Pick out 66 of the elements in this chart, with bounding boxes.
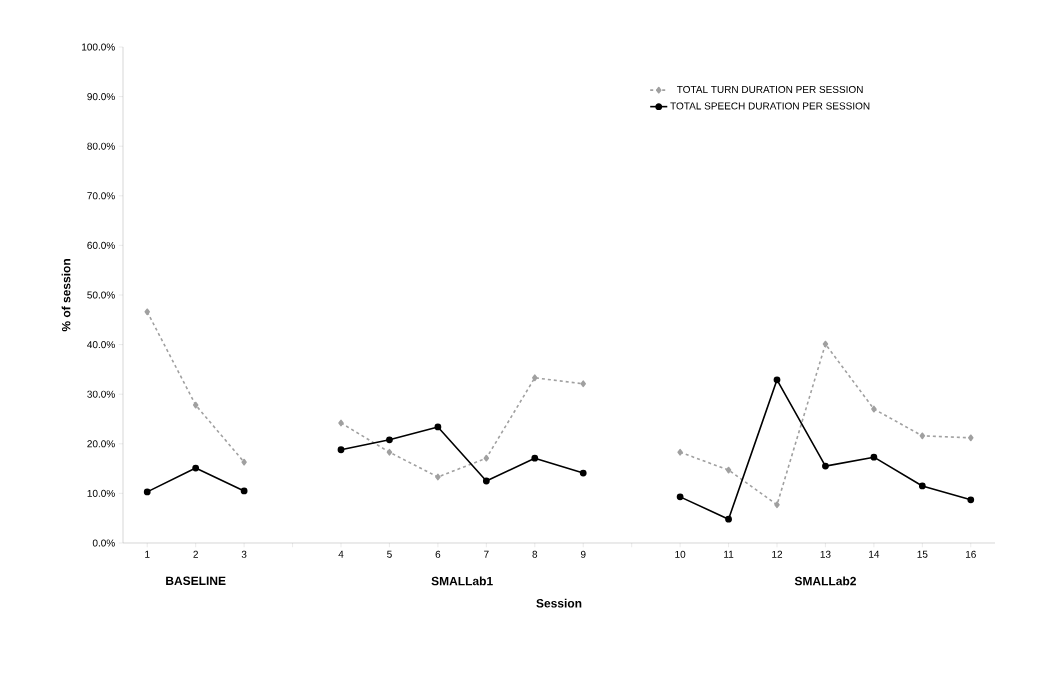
point (144, 308, 150, 316)
point (968, 434, 974, 442)
point (434, 423, 442, 431)
point (967, 496, 975, 504)
point (676, 493, 684, 501)
point (386, 436, 393, 444)
x-tick-label: 11 (724, 550, 734, 558)
point (337, 446, 345, 454)
point (773, 376, 781, 384)
point (241, 458, 247, 466)
x-tick-label: 13 (820, 550, 831, 558)
point (192, 401, 199, 409)
point (725, 515, 732, 523)
point (240, 487, 248, 495)
point (822, 462, 829, 470)
y-tick-label: 100.0% (82, 43, 115, 51)
text: BASELINE (166, 576, 226, 586)
point (725, 466, 732, 474)
text: SMALLab2 (794, 576, 856, 586)
x-tick-label: 2 (193, 550, 198, 558)
y-tick-label: 70.0% (87, 192, 115, 200)
y-tick-label: 10.0% (87, 489, 115, 497)
point (871, 405, 877, 413)
point (192, 464, 200, 472)
point (435, 473, 441, 481)
point (143, 488, 151, 496)
x-tick-label: 8 (532, 550, 538, 558)
x-tick-label: 7 (484, 550, 489, 558)
x-tick-label: 3 (241, 550, 247, 558)
point (677, 448, 683, 456)
point (822, 340, 829, 348)
point (482, 477, 490, 485)
x-tick-label: 10 (675, 550, 686, 558)
y-tick-label: 60.0% (87, 241, 115, 249)
text: SMALLab1 (431, 576, 493, 586)
y-axis-title: % of session (61, 259, 71, 332)
legend-label: TOTAL SPEECH DURATION PER SESSION (670, 102, 870, 110)
y-tick-label: 90.0% (87, 93, 115, 101)
point (483, 454, 490, 462)
x-tick-label: 5 (387, 550, 392, 558)
y-tick-label: 50.0% (87, 291, 115, 299)
x-tick-label: 4 (338, 550, 344, 558)
y-tick-label: 20.0% (87, 440, 115, 448)
point (579, 469, 587, 477)
legend-label: TOTAL TURN DURATION PER SESSION (676, 85, 863, 93)
point (774, 501, 780, 509)
x-tick-label: 16 (965, 550, 976, 558)
point (386, 448, 393, 456)
point (919, 432, 926, 440)
point (580, 380, 586, 388)
x-tick-label: 12 (772, 550, 783, 558)
point (531, 454, 539, 462)
x-tick-label: 6 (435, 550, 441, 558)
y-tick-label: 80.0% (87, 142, 115, 150)
x-tick-label: 15 (917, 550, 928, 558)
x-axis-title: Session (536, 598, 582, 608)
point (870, 453, 878, 461)
y-tick-label: 30.0% (87, 390, 115, 398)
point (918, 482, 926, 490)
point (532, 374, 538, 382)
x-tick-label: 14 (869, 550, 880, 558)
y-tick-label: 40.0% (87, 341, 115, 349)
x-tick-label: 9 (580, 550, 586, 558)
y-tick-label: 0.0% (92, 539, 115, 547)
x-tick-label: 1 (145, 550, 150, 558)
point (338, 419, 344, 427)
